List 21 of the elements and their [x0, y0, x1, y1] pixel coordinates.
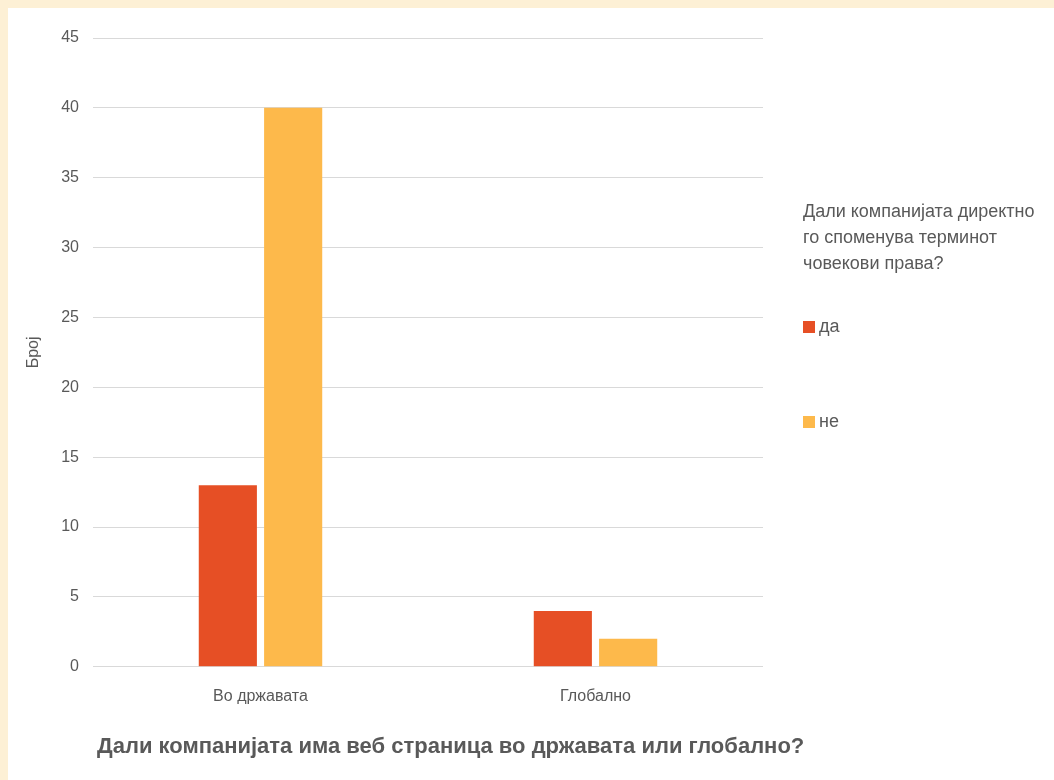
y-tick-label: 40 [61, 98, 80, 116]
x-tick-label: Глобално [560, 686, 632, 704]
legend-label: да [819, 316, 840, 337]
legend-title: Дали компанијата директно го споменува терминот човекови права? [803, 200, 1036, 275]
bar [264, 107, 323, 667]
y-tick-label: 10 [61, 517, 80, 535]
y-tick-label: 15 [61, 447, 80, 465]
y-tick-label: 5 [70, 587, 80, 605]
y-tick-label: 35 [61, 168, 80, 186]
bar [198, 485, 257, 667]
x-tick-label: Во државата [213, 686, 308, 704]
text: Дали компанијата има веб страница во државата или глобално? [97, 733, 805, 759]
y-tick-label: 45 [61, 28, 80, 46]
y-tick-label: 30 [61, 238, 80, 256]
y-tick-label: 25 [61, 307, 80, 325]
y-tick-label: 20 [61, 377, 80, 395]
legend-label: не [819, 411, 839, 432]
bar [533, 610, 592, 667]
y-axis-title: Број [24, 336, 42, 369]
y-tick-label: 0 [70, 657, 80, 675]
bar [599, 638, 658, 667]
